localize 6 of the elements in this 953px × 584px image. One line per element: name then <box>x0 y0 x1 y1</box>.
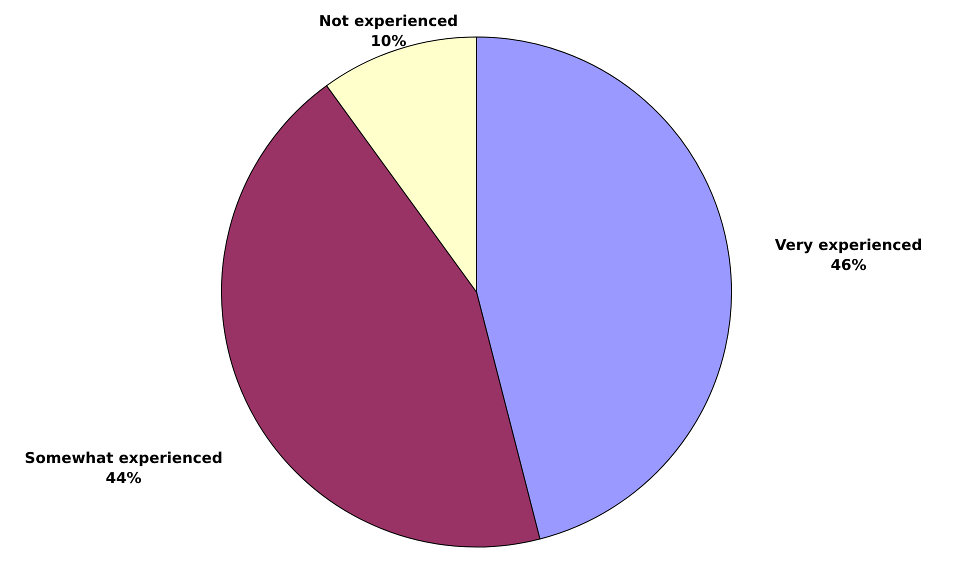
slice-label: Somewhat experienced <box>24 449 223 468</box>
data-label: 10% <box>370 32 406 50</box>
slice-label: Very experienced <box>774 236 922 254</box>
data-label: 46% <box>830 256 866 274</box>
data-label: 44% <box>106 469 142 488</box>
slice-label: Not experienced <box>318 12 458 30</box>
